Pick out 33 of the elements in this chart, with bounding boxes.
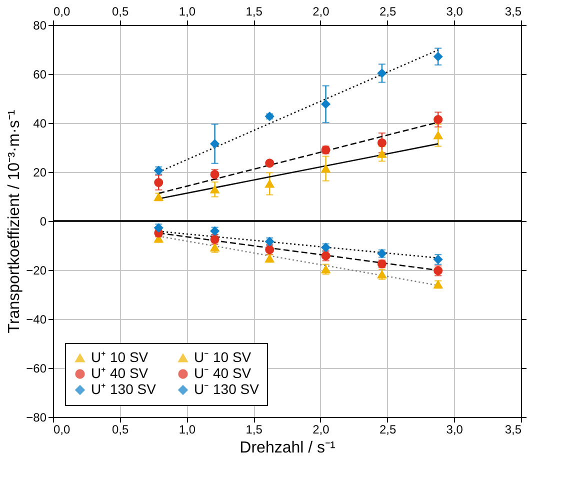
x2-tick-label: 1,5: [246, 4, 263, 18]
legend-label: U⁻ 130 SV: [194, 381, 260, 397]
x-tick-label: 2,0: [312, 422, 330, 436]
x-tick-label: 3,5: [504, 422, 522, 436]
y-tick-label: −40: [26, 312, 47, 326]
legend-label: U⁻ 40 SV: [194, 365, 252, 381]
y-tick-label: 60: [33, 68, 47, 82]
x-tick-label: 1,0: [178, 422, 196, 436]
y-tick-label: −60: [26, 362, 47, 376]
x-tick-label: 0,0: [54, 422, 71, 436]
y-tick-label: 20: [33, 166, 47, 180]
x2-tick-label: 2,0: [312, 4, 330, 18]
x-tick-label: 2,5: [379, 422, 396, 436]
y-tick-label: −80: [26, 410, 47, 424]
x2-tick-label: 3,5: [504, 4, 522, 18]
legend-label: U⁺ 40 SV: [91, 365, 149, 381]
x2-tick-label: 0,5: [112, 4, 130, 18]
x2-tick-label: 3,0: [446, 4, 464, 18]
y-axis-title: Transportkoeffizient / 10⁻³·m·s⁻¹: [6, 110, 24, 334]
x2-tick-label: 0,0: [54, 4, 71, 18]
x-axis-title: Drehzahl / s⁻¹: [240, 440, 336, 456]
x-tick-label: 1,5: [246, 422, 263, 436]
y-tick-label: 40: [33, 116, 47, 130]
y-tick-label: 80: [33, 18, 47, 32]
legend-label: U⁺ 130 SV: [91, 381, 157, 397]
x2-tick-label: 1,0: [178, 4, 196, 18]
y-tick-label: −20: [26, 264, 47, 278]
x-tick-label: 3,0: [446, 422, 464, 436]
legend-label: U⁻ 10 SV: [194, 349, 252, 365]
x-tick-label: 0,5: [112, 422, 130, 436]
legend-label: U⁺ 10 SV: [91, 349, 149, 365]
y-tick-label: 0: [40, 214, 47, 228]
x2-tick-label: 2,5: [379, 4, 396, 18]
